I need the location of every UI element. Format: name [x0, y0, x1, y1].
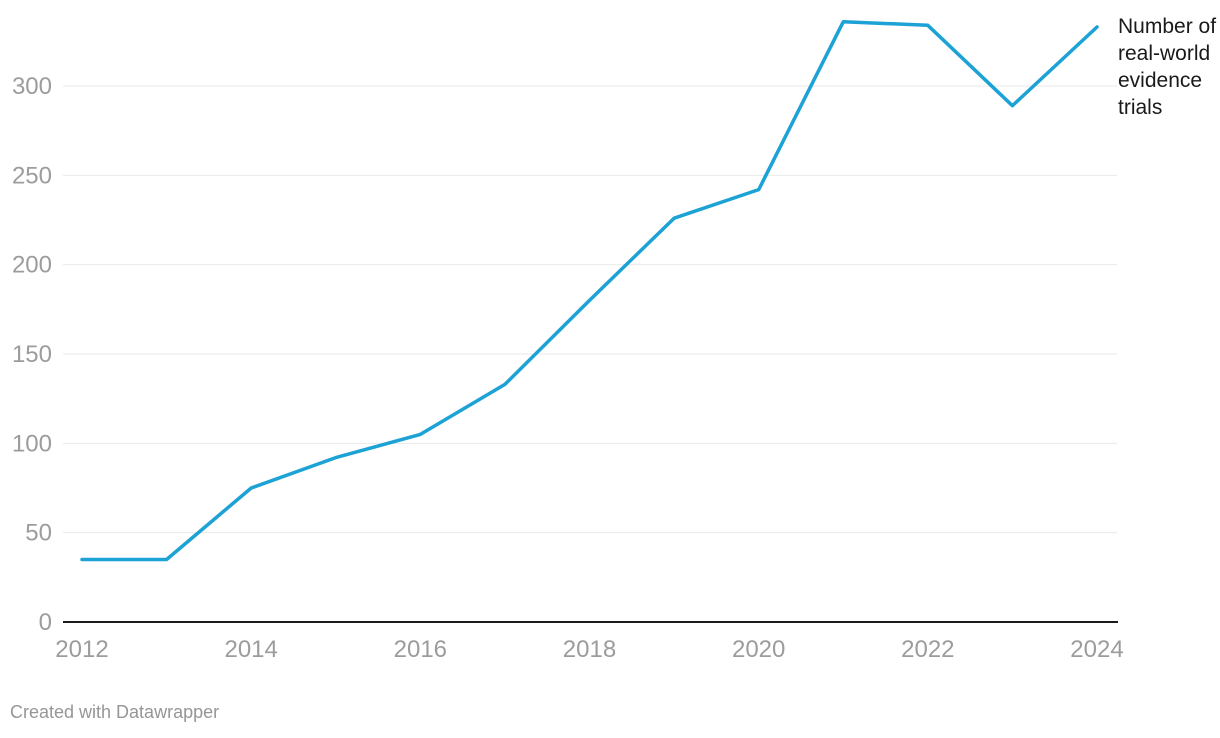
- data-line: [80, 19, 1099, 562]
- line-chart-svg: 0 50 100 150 200 250 300 2012 2014 2016 2018 2020 20…: [12, 19, 1124, 663]
- x-tick-label: 2012: [55, 636, 108, 663]
- y-tick-label: 100: [12, 430, 52, 457]
- x-tick-label: 2018: [563, 636, 616, 663]
- y-tick-label: 300: [12, 73, 52, 100]
- x-tick-label: 2016: [394, 636, 447, 663]
- datawrapper-credit: Created with Datawrapper: [10, 702, 220, 722]
- y-tick-label: 150: [12, 341, 52, 368]
- x-tick-label: 2020: [732, 636, 785, 663]
- y-tick-label: 250: [12, 162, 52, 189]
- y-tick-label: 0: [39, 609, 52, 636]
- y-tick-label: 200: [12, 252, 52, 279]
- x-tick-label: 2014: [224, 636, 277, 663]
- y-tick-label: 50: [25, 520, 52, 547]
- x-tick-label: 2024: [1070, 636, 1123, 663]
- series-label: Number of real-world evidence trials: [1118, 15, 1217, 119]
- x-tick-label: 2022: [901, 636, 954, 663]
